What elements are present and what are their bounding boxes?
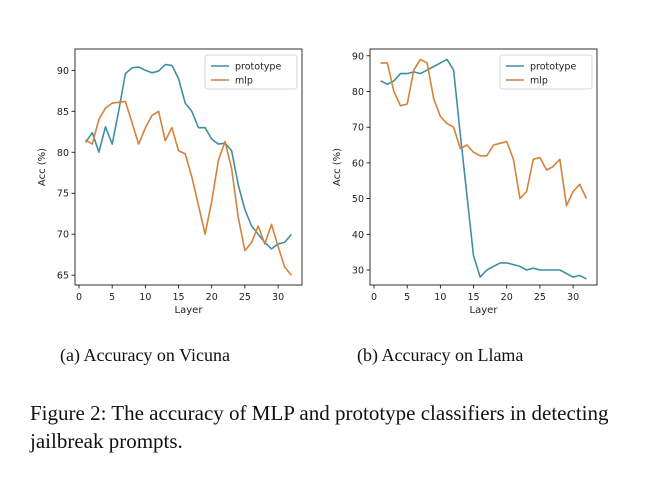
x-tick-label: 10 <box>434 292 446 303</box>
x-tick-label: 15 <box>467 292 479 303</box>
x-tick-label: 10 <box>139 292 151 303</box>
x-tick-label: 25 <box>534 292 546 303</box>
y-axis-label: Acc (%) <box>37 148 48 186</box>
legend-label-mlp: mlp <box>530 76 548 87</box>
legend-label-prototype: prototype <box>235 62 281 73</box>
y-tick-label: 80 <box>57 148 69 159</box>
y-tick-label: 65 <box>57 271 69 282</box>
y-tick-label: 40 <box>352 230 364 241</box>
x-tick-label: 25 <box>239 292 251 303</box>
x-tick-label: 15 <box>172 292 184 303</box>
y-tick-label: 30 <box>352 266 364 277</box>
y-tick-label: 85 <box>57 107 69 118</box>
x-tick-label: 20 <box>206 292 218 303</box>
x-tick-label: 0 <box>371 292 377 303</box>
x-axis-label: Layer <box>470 305 499 316</box>
y-tick-label: 90 <box>352 51 364 62</box>
x-tick-label: 0 <box>76 292 82 303</box>
legend: prototype mlp <box>204 54 298 90</box>
y-tick-label: 90 <box>57 66 69 77</box>
y-tick-label: 70 <box>57 230 69 241</box>
x-tick-label: 5 <box>404 292 410 303</box>
series-line-prototype <box>84 63 293 250</box>
x-tick-label: 5 <box>109 292 115 303</box>
chart-vicuna: 0 5 10 15 20 25 30 65 70 75 80 85 90 Layer Acc (%) prot… <box>37 48 303 316</box>
y-axis-label: Acc (%) <box>332 148 343 186</box>
figure-caption: Figure 2: The accuracy of MLP and protot… <box>30 401 609 453</box>
plot-frame <box>74 48 303 286</box>
y-tick-label: 50 <box>352 194 364 205</box>
x-axis-label: Layer <box>175 305 204 316</box>
y-tick-label: 60 <box>352 158 364 169</box>
plot-frame <box>369 48 598 286</box>
legend: prototype mlp <box>499 54 593 90</box>
y-tick-label: 80 <box>352 87 364 98</box>
x-tick-label: 30 <box>272 292 284 303</box>
series-line-mlp <box>380 58 588 207</box>
series-line-mlp <box>85 100 293 276</box>
series-line-prototype <box>380 58 587 280</box>
subcaption-llama: (b) Accuracy on Llama <box>357 345 524 365</box>
x-tick-label: 30 <box>567 292 579 303</box>
legend-label-prototype: prototype <box>530 62 576 73</box>
subcaption-vicuna: (a) Accuracy on Vicuna <box>60 345 231 365</box>
legend-label-mlp: mlp <box>235 76 253 87</box>
chart-llama: 0 5 10 15 20 25 30 30 40 50 60 70 80 90 Layer Acc (%) pr… <box>332 48 598 316</box>
x-tick-label: 20 <box>501 292 513 303</box>
y-tick-label: 75 <box>57 189 69 200</box>
y-tick-label: 70 <box>352 123 364 134</box>
